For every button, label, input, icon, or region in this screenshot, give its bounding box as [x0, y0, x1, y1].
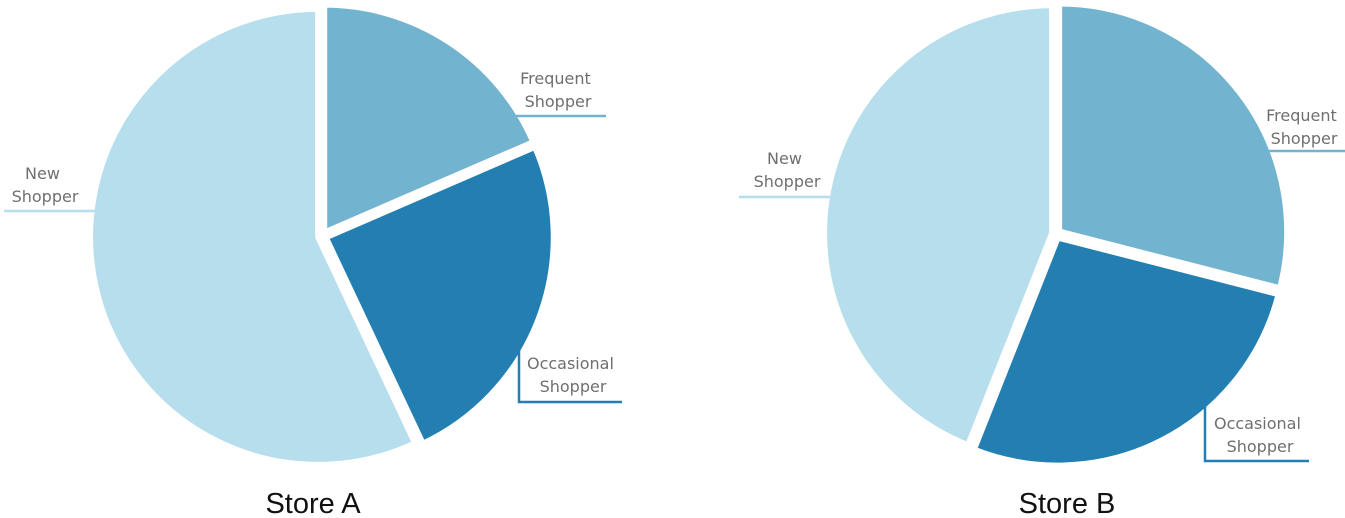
label-new-shopper-store-a: New Shopper [12, 164, 79, 206]
chart-title-store-b: Store B [1019, 488, 1116, 518]
pie-slice-occasional-shopper-store-b [969, 233, 1283, 469]
label-new-shopper-store-b: New Shopper [754, 149, 821, 191]
label-frequent-shopper-store-b: Frequent Shopper [1266, 106, 1342, 148]
pie-slice-new-shopper-store-b [821, 2, 1056, 450]
leader-line-occasional-shopper-store-a [517, 344, 622, 404]
label-frequent-shopper-store-a: Frequent Shopper [520, 69, 596, 111]
label-occasional-shopper-store-a: Occasional Shopper [527, 354, 619, 396]
leader-line-occasional-shopper-store-b [1203, 402, 1309, 463]
pie-slice-occasional-shopper-store-a [321, 142, 557, 448]
chart-title-store-a: Store A [265, 488, 361, 518]
pie-slice-frequent-shopper-store-b [1056, 0, 1291, 292]
chart-store-a: Frequent Shopper Occasional Shopper New … [4, 1, 622, 518]
pie-slice-new-shopper-store-a [87, 5, 420, 468]
chart-store-b: Frequent Shopper Occasional Shopper New … [739, 0, 1345, 518]
label-occasional-shopper-store-b: Occasional Shopper [1214, 414, 1306, 456]
